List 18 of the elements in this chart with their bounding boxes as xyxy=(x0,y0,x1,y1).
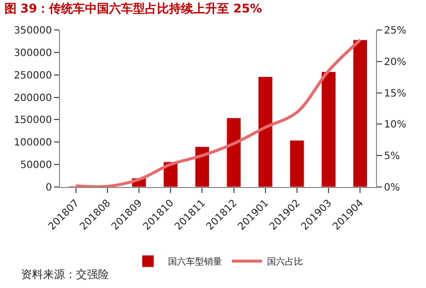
y-tick-label: 100000 xyxy=(14,138,52,149)
text: 资料来源：交强险 xyxy=(21,268,109,281)
y2-tick-label: 0% xyxy=(384,182,400,194)
y2-tick-label: 15% xyxy=(384,88,406,100)
legend-label: 国六占比 xyxy=(267,256,303,268)
y-tick-label: 150000 xyxy=(14,115,52,126)
y-tick-label: 200000 xyxy=(14,92,52,104)
y2-tick-label: 10% xyxy=(384,120,406,131)
y-tick-label: 250000 xyxy=(14,70,52,82)
y2-tick-label: 5% xyxy=(384,151,400,162)
y-tick-label: 300000 xyxy=(14,48,52,59)
y-tick-label: 50000 xyxy=(20,160,52,172)
y2-tick-label: 20% xyxy=(384,56,406,68)
legend-label: 国六车型销量 xyxy=(168,256,222,268)
y-tick-label: 350000 xyxy=(14,26,52,36)
chart-title: 图 39：传统车中国六车型占比持续上升至 25% xyxy=(4,2,262,16)
y2-tick-label: 25% xyxy=(384,26,406,36)
y-tick-label: 0 xyxy=(46,182,52,194)
